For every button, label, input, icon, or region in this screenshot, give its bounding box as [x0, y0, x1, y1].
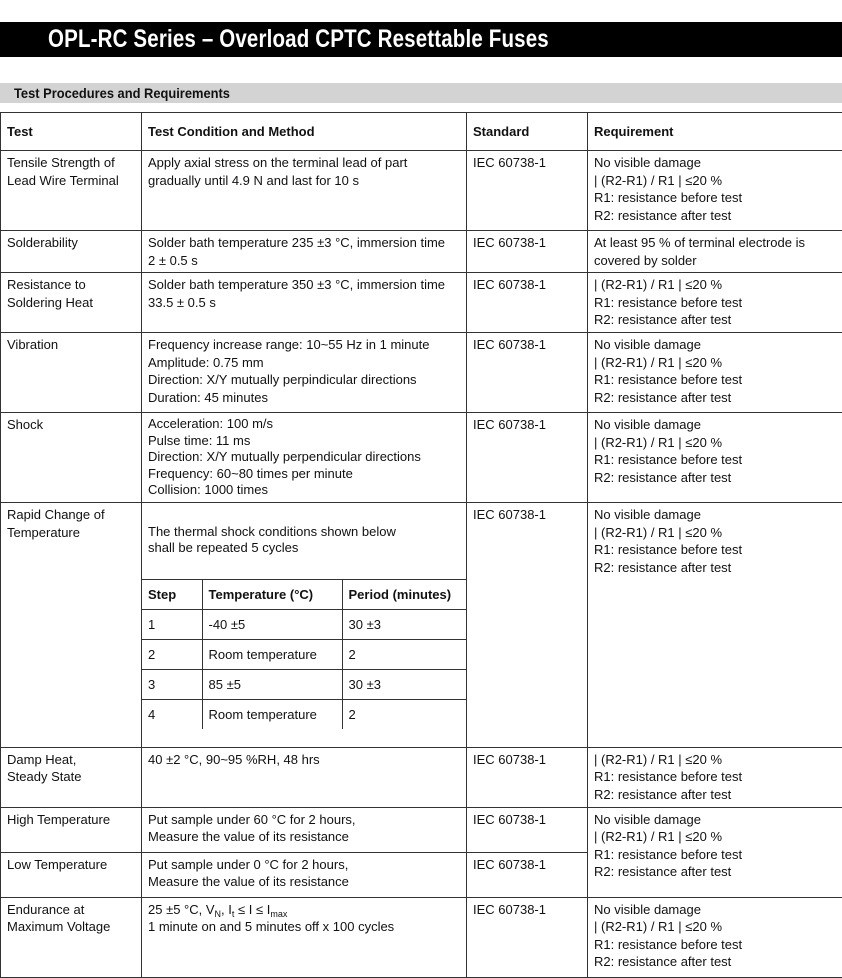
standard-cell: IEC 60738-1: [467, 807, 588, 852]
condition-text: The thermal shock conditions shown below…: [142, 521, 466, 562]
test-cell: Rapid Change of Temperature: [1, 503, 142, 748]
thermal-shock-steps-table: Step Temperature (°C) Period (minutes) 1…: [142, 579, 466, 729]
table-row: Endurance at Maximum Voltage 25 ±5 °C, V…: [1, 897, 842, 977]
test-procedures-table: Test Test Condition and Method Standard …: [0, 112, 842, 978]
table-row: Shock Acceleration: 100 m/s Pulse time: …: [1, 413, 842, 503]
standard-cell: IEC 60738-1: [467, 413, 588, 503]
standard-cell: IEC 60738-1: [467, 151, 588, 231]
test-cell: High Temperature: [1, 807, 142, 852]
requirement-cell: No visible damage | (R2-R1) / R1 | ≤20 %…: [588, 151, 842, 231]
standard-cell: IEC 60738-1: [467, 273, 588, 333]
temperature-cell: -40 ±5: [202, 610, 342, 640]
period-cell: 2: [342, 640, 466, 670]
condition-line-2: 1 minute on and 5 minutes off x 100 cycl…: [148, 918, 460, 936]
condition-cell: Put sample under 0 °C for 2 hours, Measu…: [142, 852, 467, 897]
table-row: Resistance to Soldering Heat Solder bath…: [1, 273, 842, 333]
requirement-cell: | (R2-R1) / R1 | ≤20 % R1: resistance be…: [588, 747, 842, 807]
standard-cell: IEC 60738-1: [467, 333, 588, 413]
condition-cell: Solder bath temperature 350 ±3 °C, immer…: [142, 273, 467, 333]
standard-cell: IEC 60738-1: [467, 747, 588, 807]
test-cell: Tensile Strength of Lead Wire Terminal: [1, 151, 142, 231]
table-row: Vibration Frequency increase range: 10~5…: [1, 333, 842, 413]
test-cell: Low Temperature: [1, 852, 142, 897]
test-cell: Endurance at Maximum Voltage: [1, 897, 142, 977]
condition-line-1: 25 ±5 °C, VN, It ≤ I ≤ Imax: [148, 901, 460, 919]
temperature-cell: 85 ±5: [202, 670, 342, 700]
standard-cell: IEC 60738-1: [467, 852, 588, 897]
table-row: Rapid Change of Temperature The thermal …: [1, 503, 842, 748]
title-bar: OPL-RC Series – Overload CPTC Resettable…: [0, 22, 842, 57]
steps-header-temperature: Temperature (°C): [202, 580, 342, 610]
step-cell: 2: [142, 640, 202, 670]
test-cell: Resistance to Soldering Heat: [1, 273, 142, 333]
temperature-cell: Room temperature: [202, 640, 342, 670]
test-cell: Vibration: [1, 333, 142, 413]
condition-cell: Solder bath temperature 235 ±3 °C, immer…: [142, 231, 467, 273]
condition-cell: The thermal shock conditions shown below…: [142, 503, 467, 748]
condition-cell: Acceleration: 100 m/s Pulse time: 11 ms …: [142, 413, 467, 503]
step-cell: 3: [142, 670, 202, 700]
condition-cell: Apply axial stress on the terminal lead …: [142, 151, 467, 231]
step-cell: 1: [142, 610, 202, 640]
steps-header-period: Period (minutes): [342, 580, 466, 610]
requirement-cell: No visible damage | (R2-R1) / R1 | ≤20 %…: [588, 333, 842, 413]
requirement-cell: No visible damage | (R2-R1) / R1 | ≤20 %…: [588, 503, 842, 748]
period-cell: 30 ±3: [342, 610, 466, 640]
step-cell: 4: [142, 700, 202, 730]
header-requirement: Requirement: [588, 113, 842, 151]
period-cell: 30 ±3: [342, 670, 466, 700]
standard-cell: IEC 60738-1: [467, 897, 588, 977]
page-title: OPL-RC Series – Overload CPTC Resettable…: [48, 25, 549, 54]
table-row: Tensile Strength of Lead Wire Terminal A…: [1, 151, 842, 231]
standard-cell: IEC 60738-1: [467, 231, 588, 273]
table-row: High Temperature Put sample under 60 °C …: [1, 807, 842, 852]
condition-cell: Put sample under 60 °C for 2 hours, Meas…: [142, 807, 467, 852]
requirement-cell: No visible damage | (R2-R1) / R1 | ≤20 %…: [588, 413, 842, 503]
steps-header-row: Step Temperature (°C) Period (minutes): [142, 580, 466, 610]
requirement-cell: No visible damage | (R2-R1) / R1 | ≤20 %…: [588, 807, 842, 897]
test-cell: Damp Heat, Steady State: [1, 747, 142, 807]
table-row: Solderability Solder bath temperature 23…: [1, 231, 842, 273]
steps-header-step: Step: [142, 580, 202, 610]
test-cell: Shock: [1, 413, 142, 503]
temperature-cell: Room temperature: [202, 700, 342, 730]
condition-cell: Frequency increase range: 10~55 Hz in 1 …: [142, 333, 467, 413]
test-cell: Solderability: [1, 231, 142, 273]
condition-cell: 40 ±2 °C, 90~95 %RH, 48 hrs: [142, 747, 467, 807]
header-condition: Test Condition and Method: [142, 113, 467, 151]
requirement-cell: No visible damage | (R2-R1) / R1 | ≤20 %…: [588, 897, 842, 977]
header-standard: Standard: [467, 113, 588, 151]
header-row: Test Test Condition and Method Standard …: [1, 113, 842, 151]
requirement-cell: | (R2-R1) / R1 | ≤20 % R1: resistance be…: [588, 273, 842, 333]
requirement-cell: At least 95 % of terminal electrode is c…: [588, 231, 842, 273]
section-title: Test Procedures and Requirements: [14, 85, 230, 101]
section-header: Test Procedures and Requirements: [0, 83, 842, 103]
standard-cell: IEC 60738-1: [467, 503, 588, 748]
header-test: Test: [1, 113, 142, 151]
table-row: Damp Heat, Steady State 40 ±2 °C, 90~95 …: [1, 747, 842, 807]
period-cell: 2: [342, 700, 466, 730]
